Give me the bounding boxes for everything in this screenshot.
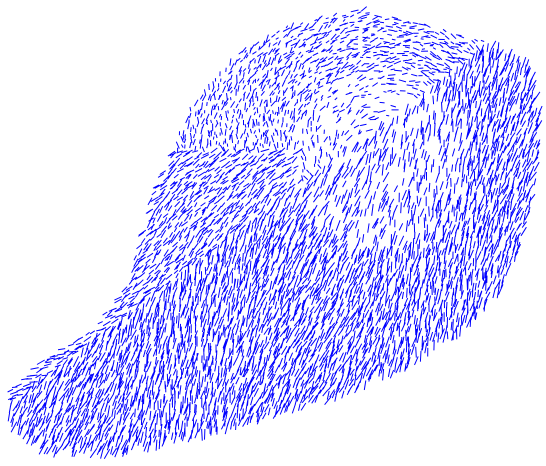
page: (() => { const data = JSON.parse(documen… [0,0,546,466]
quiver-figure [0,0,546,466]
